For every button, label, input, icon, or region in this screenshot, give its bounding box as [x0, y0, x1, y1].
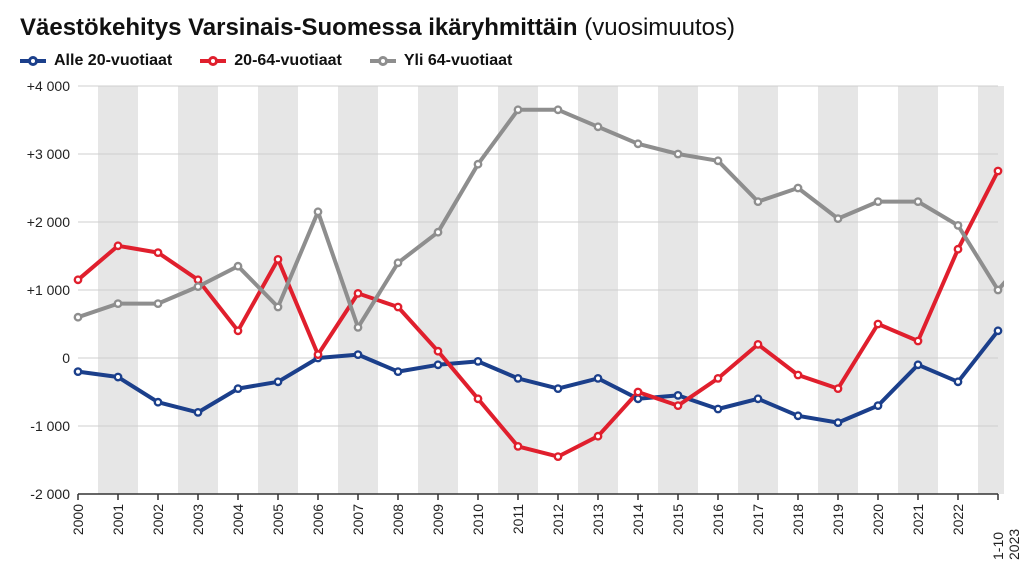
legend-label-2: Yli 64-vuotiaat [404, 52, 512, 70]
y-tick-label: +4 000 [20, 78, 70, 94]
y-tick-label: +3 000 [20, 146, 70, 162]
x-tick-label: 2005 [270, 504, 286, 535]
x-tick-label: 2020 [870, 504, 886, 535]
x-tick-label: 2003 [190, 504, 206, 535]
chart-title: Väestökehitys Varsinais-Suomessa ikäryhm… [20, 14, 1004, 42]
x-tick-label: 2002 [150, 504, 166, 535]
legend: Alle 20-vuotiaat 20-64-vuotiaat Yli 64-v… [20, 52, 1004, 70]
x-tick-label: 2008 [390, 504, 406, 535]
y-tick-label: 0 [20, 350, 70, 366]
chart-svg [20, 80, 1004, 560]
legend-item-1: 20-64-vuotiaat [200, 52, 342, 70]
x-tick-label: 2009 [430, 504, 446, 535]
x-tick-label: 2021 [910, 504, 926, 535]
chart: +4 000+3 000+2 000+1 0000-1 000-2 000200… [20, 80, 1004, 560]
x-tick-label: 2015 [670, 504, 686, 535]
x-tick-label: 2011 [510, 504, 526, 534]
x-tick-label: 2007 [350, 504, 366, 535]
x-tick-label: 2001 [110, 504, 126, 535]
legend-label-1: 20-64-vuotiaat [234, 52, 342, 70]
chart-title-bold: Väestökehitys Varsinais-Suomessa ikäryhm… [20, 14, 578, 41]
x-tick-label: 2017 [750, 504, 766, 535]
x-tick-label: 2013 [590, 504, 606, 535]
chart-title-light: (vuosimuutos) [578, 14, 735, 41]
legend-label-0: Alle 20-vuotiaat [54, 52, 172, 70]
x-tick-label: 2012 [550, 504, 566, 535]
legend-item-0: Alle 20-vuotiaat [20, 52, 172, 70]
y-tick-label: +2 000 [20, 214, 70, 230]
x-tick-label: 2006 [310, 504, 326, 535]
x-tick-label: 2018 [790, 504, 806, 535]
x-tick-label: 2022 [950, 504, 966, 535]
legend-swatch-0 [20, 54, 46, 68]
y-tick-label: -1 000 [20, 418, 70, 434]
x-tick-label: 2010 [470, 504, 486, 535]
x-tick-label: 1-10 2023 [990, 504, 1022, 560]
y-tick-label: -2 000 [20, 486, 70, 502]
x-tick-label: 2016 [710, 504, 726, 535]
x-tick-label: 2000 [70, 504, 86, 535]
x-tick-label: 2014 [630, 504, 646, 535]
x-tick-label: 2019 [830, 504, 846, 535]
y-tick-label: +1 000 [20, 282, 70, 298]
legend-swatch-1 [200, 54, 226, 68]
legend-item-2: Yli 64-vuotiaat [370, 52, 512, 70]
x-tick-label: 2004 [230, 504, 246, 535]
legend-swatch-2 [370, 54, 396, 68]
